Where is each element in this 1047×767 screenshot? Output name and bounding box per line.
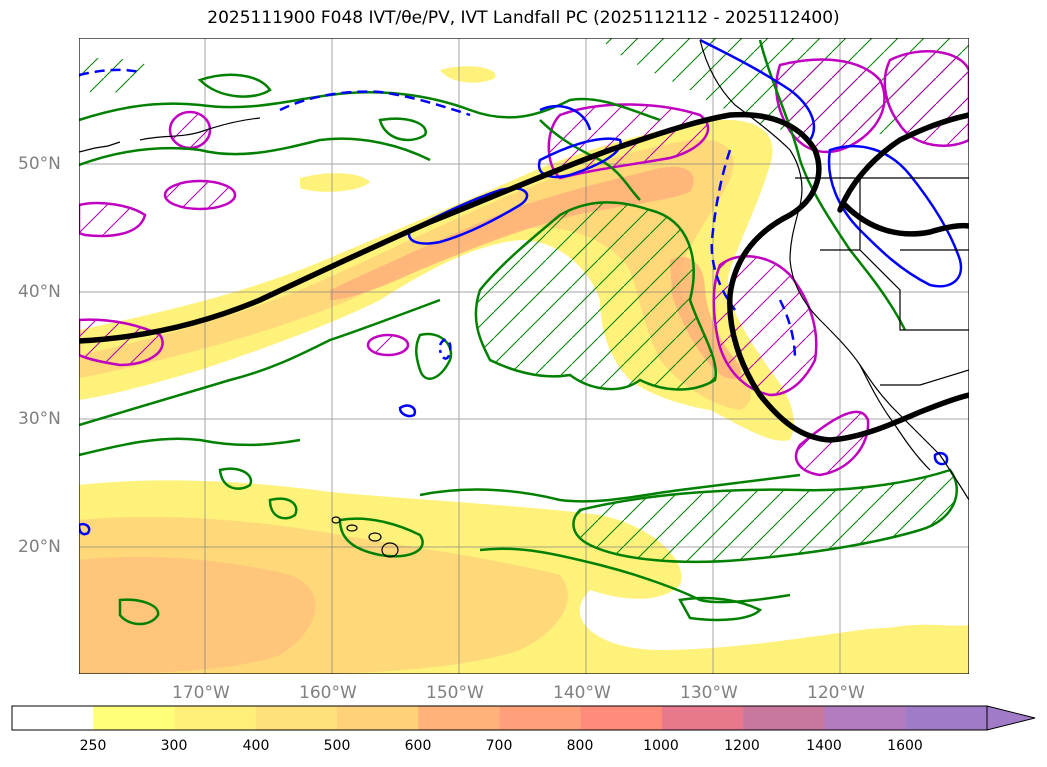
thetae-contour-cluster-6 [678, 596, 763, 622]
pc-region-south-coastal [794, 410, 870, 477]
thetae-contour-cluster-2 [118, 598, 160, 626]
thetae-contour-cluster-1 [268, 497, 298, 520]
pv-contour-gulf [539, 104, 592, 131]
colorbar-label-250: 250 [79, 738, 107, 754]
colorbar-swatch [255, 706, 338, 730]
thetae-contour-cluster-8 [197, 73, 272, 98]
colorbar-label-300: 300 [160, 738, 188, 754]
thetae-contour-subtrop-south [79, 437, 301, 457]
lon-label-120w: 120°W [807, 683, 865, 703]
pv-contour-small-3 [79, 522, 91, 536]
colorbar-swatch [743, 706, 825, 730]
coastline-aleutian [79, 141, 121, 153]
colorbar-swatch [580, 706, 663, 730]
coastline-north-america [699, 39, 969, 501]
pv-contours [79, 38, 963, 536]
thetae-contour-cluster-7 [378, 117, 427, 142]
colorbar-swatch [12, 706, 94, 730]
map-area [79, 38, 969, 674]
thetae-contour-subtrop-north [79, 298, 441, 427]
colorbar-label-400: 400 [242, 738, 270, 754]
jet-contour-northeast-loop [842, 202, 969, 237]
thetae-contour-cluster-4 [218, 467, 253, 490]
island-kauai [331, 516, 341, 524]
colorbar-label-600: 600 [404, 738, 432, 754]
jet-contours [79, 111, 969, 443]
ivt-south-band-high [79, 556, 316, 674]
island-maui [368, 532, 382, 542]
colorbar-swatch [662, 706, 744, 730]
colorbar-label-1200: 1200 [724, 738, 760, 754]
thetae-contour-cluster-5 [338, 517, 424, 558]
pv-contour-north [699, 38, 816, 141]
ivt-south-east-light [860, 624, 969, 674]
colorbar-swatches [12, 706, 988, 730]
pc-region-west-north [79, 201, 147, 238]
map-title: 2025111900 F048 IVT/θe/PV, IVT Landfall … [207, 8, 840, 28]
ivt-patch-gulf [300, 173, 370, 192]
hatch-region-southeast [572, 468, 958, 564]
colorbar-swatch [174, 706, 257, 730]
thetae-contour-north2 [79, 137, 431, 167]
lat-label-40: 40°N [18, 282, 61, 302]
coastlines [79, 39, 969, 501]
lon-label-150w: 150°W [426, 683, 484, 703]
pv-contour-small-1 [398, 404, 417, 418]
thetae-contour-west-coast [758, 39, 907, 331]
hatch-region-west [79, 58, 160, 93]
pv-contour-west-dashed [79, 68, 141, 77]
ivt-ar-high [330, 166, 694, 300]
thetae-contour-mid [539, 119, 641, 201]
jet-contour-northeast [837, 112, 969, 213]
lon-label-140w: 140°W [553, 683, 611, 703]
colorbar-swatch [499, 706, 582, 730]
pc-region-midocean [366, 333, 410, 357]
coastline-alaska-west [139, 117, 261, 141]
lon-label-160w: 160°W [299, 683, 357, 703]
pc-region-gulf [163, 179, 237, 211]
pv-contour-midocean-dashed [438, 338, 452, 360]
colorbar-frame [11, 705, 988, 731]
border-states-1 [859, 178, 969, 331]
colorbar-label-1600: 1600 [887, 738, 923, 754]
jet-contour-main [79, 111, 969, 443]
colorbar-extend-arrow [986, 705, 1036, 731]
hatch-region-central [474, 201, 718, 391]
hawaii-islands [331, 516, 399, 558]
coastline-baja [859, 364, 931, 471]
colorbar-label-500: 500 [323, 738, 351, 754]
lat-label-30: 30°N [18, 409, 61, 429]
thetae-contours [79, 39, 907, 626]
border-us-mexico [880, 369, 969, 386]
pv-contour-northeast [827, 145, 963, 288]
ivt-patch-north [440, 66, 496, 83]
island-hawaii [381, 542, 399, 558]
colorbar-swatch [905, 706, 988, 730]
colorbar [11, 705, 1036, 731]
lat-label-50: 50°N [18, 154, 61, 174]
colorbar-label-700: 700 [485, 738, 513, 754]
colorbar-label-1000: 1000 [643, 738, 679, 754]
colorbar-swatch [824, 706, 907, 730]
pv-contour-ar [407, 187, 529, 245]
colorbar-label-1400: 1400 [806, 738, 842, 754]
lon-label-130w: 130°W [680, 683, 738, 703]
colorbar-swatch [93, 706, 175, 730]
colorbar-swatch [337, 706, 419, 730]
colorbar-swatch [418, 706, 500, 730]
colorbar-label-800: 800 [566, 738, 594, 754]
island-oahu [346, 524, 358, 532]
thetae-contour-southeast [419, 473, 801, 503]
pv-contour-coastal-dashed [778, 299, 797, 361]
pv-contour-gulf-dashed [279, 90, 471, 117]
lat-label-20: 20°N [18, 537, 61, 557]
lon-label-170w: 170°W [172, 683, 230, 703]
thetae-contour-north [79, 91, 661, 122]
pc-region-west [79, 318, 164, 367]
